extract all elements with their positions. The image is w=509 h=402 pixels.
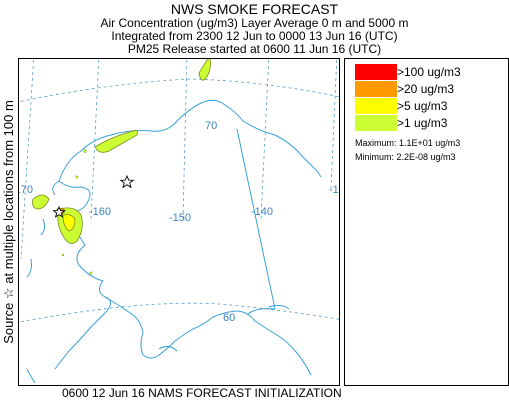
source-location-label: Source ☆ at multiple locations from 100 … bbox=[1, 100, 16, 344]
forecast-footer: 0600 12 Jun 16 NAMS FORECAST INITIALIZAT… bbox=[62, 386, 342, 400]
release-info: PM25 Release started at 0600 11 Jun 16 (… bbox=[127, 42, 382, 56]
smoke-plume-central bbox=[94, 130, 138, 153]
legend-swatch bbox=[355, 98, 397, 114]
legend-panel: >100 ug/m3 >20 ug/m3 >5 ug/m3 >1 ug/m3 M… bbox=[344, 58, 509, 386]
legend-swatch bbox=[355, 81, 397, 97]
parallel-label: 70 bbox=[205, 120, 217, 132]
forecast-title: NWS SMOKE FORECAST bbox=[170, 1, 339, 17]
meridian-label: -170 bbox=[19, 184, 33, 196]
meridian-label: -140 bbox=[251, 206, 273, 218]
smoke-specks bbox=[61, 149, 93, 275]
smoke-plume-north bbox=[198, 59, 211, 81]
legend-label: >20 ug/m3 bbox=[397, 82, 455, 96]
legend-swatch bbox=[355, 115, 397, 131]
legend-label: >5 ug/m3 bbox=[397, 99, 448, 113]
meridian-label: -130 bbox=[329, 184, 339, 196]
border-line bbox=[236, 128, 276, 316]
source-star-icons bbox=[52, 174, 135, 218]
legend-label: >100 ug/m3 bbox=[397, 65, 461, 79]
smoke-plume-core bbox=[62, 214, 76, 232]
legend-label: >1 ug/m3 bbox=[397, 116, 448, 130]
source-star-icon bbox=[52, 205, 66, 218]
smoke-plume-west bbox=[32, 194, 50, 210]
legend-minimum: Minimum: 2.2E-08 ug/m3 bbox=[355, 152, 456, 162]
legend-maximum: Maximum: 1.1E+01 ug/m3 bbox=[355, 138, 461, 148]
map-panel: -170 -160 -150 -140 -130 70 60 bbox=[18, 58, 340, 386]
meridian-label: -150 bbox=[169, 212, 191, 224]
source-star-icon bbox=[119, 174, 135, 189]
coastline bbox=[26, 99, 322, 384]
latitude-gridlines bbox=[19, 78, 339, 323]
integration-period: Integrated from 2300 12 Jun to 0000 13 J… bbox=[111, 29, 398, 43]
concentration-subtitle: Air Concentration (ug/m3) Layer Average … bbox=[100, 16, 409, 30]
longitude-gridlines bbox=[20, 59, 338, 260]
parallel-label: 60 bbox=[223, 312, 235, 324]
smoke-plumes bbox=[32, 59, 211, 244]
meridian-label: -160 bbox=[89, 206, 111, 218]
legend-swatch bbox=[355, 64, 397, 80]
islands bbox=[40, 180, 178, 352]
